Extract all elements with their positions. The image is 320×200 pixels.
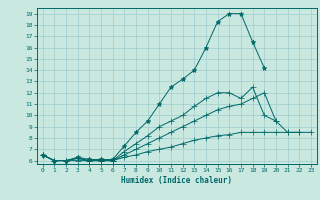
- X-axis label: Humidex (Indice chaleur): Humidex (Indice chaleur): [121, 176, 232, 185]
